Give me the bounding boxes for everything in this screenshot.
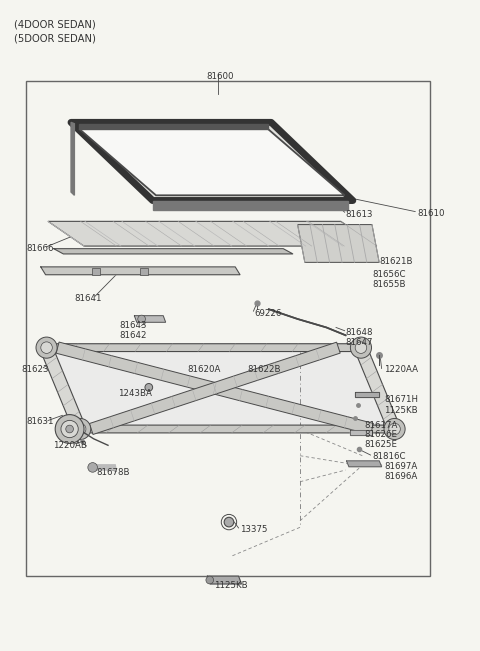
Polygon shape	[89, 342, 340, 434]
Circle shape	[88, 463, 97, 472]
Text: 81625E: 81625E	[365, 440, 398, 449]
Text: (4DOOR SEDAN)
(5DOOR SEDAN): (4DOOR SEDAN) (5DOOR SEDAN)	[14, 20, 96, 44]
Circle shape	[384, 419, 405, 439]
Text: 81656C: 81656C	[372, 270, 406, 279]
Text: 81666: 81666	[26, 244, 54, 253]
Text: 81655B: 81655B	[372, 280, 406, 289]
Polygon shape	[79, 124, 268, 129]
Circle shape	[66, 425, 73, 433]
Polygon shape	[56, 342, 373, 435]
Polygon shape	[51, 344, 399, 425]
Text: 81617A: 81617A	[365, 421, 398, 430]
Polygon shape	[41, 267, 240, 275]
Polygon shape	[355, 392, 379, 397]
Text: 81626E: 81626E	[365, 430, 398, 439]
Polygon shape	[355, 344, 399, 433]
Polygon shape	[79, 129, 345, 195]
Polygon shape	[207, 576, 241, 584]
Text: 69226: 69226	[254, 309, 282, 318]
Polygon shape	[347, 461, 382, 467]
Text: 81600: 81600	[206, 72, 234, 81]
Polygon shape	[41, 344, 361, 352]
Circle shape	[36, 337, 57, 358]
Polygon shape	[153, 201, 348, 210]
Text: 1125KB: 1125KB	[384, 406, 418, 415]
Polygon shape	[298, 225, 379, 262]
Bar	[26, 81, 430, 576]
Text: 81643: 81643	[119, 321, 146, 330]
Text: 81642: 81642	[119, 331, 146, 340]
Text: 81671H: 81671H	[384, 395, 418, 404]
Text: 81621B: 81621B	[379, 257, 413, 266]
Circle shape	[55, 415, 84, 443]
Circle shape	[350, 337, 372, 358]
Polygon shape	[74, 425, 399, 433]
Text: 81622B: 81622B	[247, 365, 281, 374]
Polygon shape	[94, 465, 116, 470]
Text: 81610: 81610	[418, 209, 445, 218]
Circle shape	[355, 342, 367, 353]
Polygon shape	[41, 344, 85, 433]
Text: 81696A: 81696A	[384, 472, 417, 481]
Text: 81697A: 81697A	[384, 462, 417, 471]
Circle shape	[41, 342, 52, 353]
Circle shape	[61, 421, 78, 437]
Text: 1220AA: 1220AA	[384, 365, 418, 374]
Text: 1125KB: 1125KB	[214, 581, 247, 590]
Bar	[140, 268, 148, 275]
Circle shape	[74, 423, 86, 435]
Text: 81623: 81623	[21, 365, 48, 374]
Circle shape	[70, 419, 91, 439]
Text: 1243BA: 1243BA	[118, 389, 152, 398]
Text: 1220AB: 1220AB	[53, 441, 87, 450]
Circle shape	[145, 383, 153, 391]
Text: 81641: 81641	[74, 294, 102, 303]
Text: 81631: 81631	[26, 417, 54, 426]
Circle shape	[389, 423, 400, 435]
Text: 81648: 81648	[346, 327, 373, 337]
Circle shape	[206, 576, 214, 584]
Polygon shape	[74, 124, 348, 199]
Polygon shape	[134, 316, 166, 322]
Text: 81678B: 81678B	[96, 468, 130, 477]
Circle shape	[138, 315, 145, 323]
Polygon shape	[48, 221, 377, 246]
Text: 81816C: 81816C	[372, 452, 406, 461]
Text: 81620A: 81620A	[187, 365, 221, 374]
Polygon shape	[350, 430, 372, 435]
Polygon shape	[71, 122, 74, 195]
Text: 13375: 13375	[240, 525, 267, 534]
Bar	[92, 268, 100, 275]
Polygon shape	[54, 249, 293, 254]
Circle shape	[224, 518, 234, 527]
Text: 81613: 81613	[346, 210, 373, 219]
Text: 81647: 81647	[346, 338, 373, 347]
